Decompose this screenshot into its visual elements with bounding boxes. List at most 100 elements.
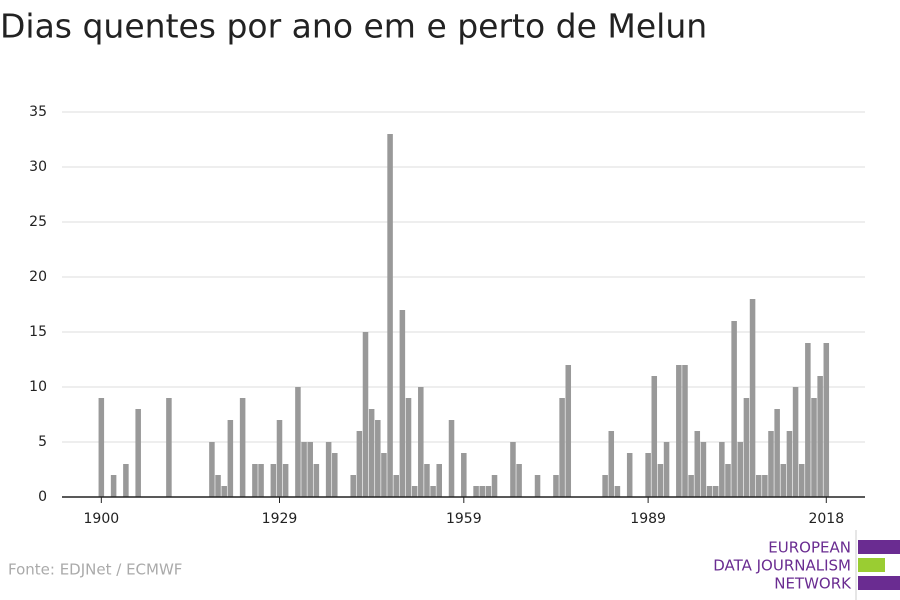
bar	[817, 376, 823, 497]
x-tick-label: 1959	[446, 511, 482, 527]
y-tick-label: 15	[29, 324, 47, 340]
bar	[227, 420, 234, 497]
bar	[110, 475, 117, 497]
bar	[762, 475, 768, 497]
bar	[694, 431, 701, 497]
bar	[534, 475, 541, 497]
bar	[350, 475, 356, 497]
bar	[424, 464, 430, 497]
bar	[282, 464, 289, 497]
bar	[448, 420, 455, 497]
bar	[731, 321, 737, 497]
logo-text: NETWORK	[774, 575, 852, 593]
bar	[688, 475, 694, 497]
bar	[381, 453, 387, 497]
bar	[626, 453, 633, 497]
bar	[645, 453, 651, 497]
bar	[313, 464, 320, 497]
bar	[411, 486, 418, 497]
bar	[166, 398, 172, 497]
y-tick-label: 5	[38, 434, 47, 450]
bar	[614, 486, 621, 497]
bar	[209, 442, 215, 497]
bar	[725, 464, 731, 497]
bar	[387, 134, 393, 497]
bar	[553, 475, 559, 497]
bar	[135, 409, 141, 497]
bar	[663, 442, 670, 497]
bar	[405, 398, 412, 497]
bar	[516, 464, 522, 497]
bar	[301, 442, 307, 497]
bar	[510, 442, 516, 497]
y-tick-label: 20	[29, 269, 47, 285]
bar	[792, 387, 799, 497]
bar	[682, 365, 688, 497]
bar	[805, 343, 811, 497]
bar	[368, 409, 375, 497]
bar	[700, 442, 707, 497]
bar	[737, 442, 744, 497]
logo-bar	[858, 558, 885, 572]
y-tick-label: 10	[29, 379, 47, 395]
y-tick-label: 0	[38, 489, 47, 505]
x-tick-label: 2018	[808, 511, 844, 527]
source: Fonte: EDJNet / ECMWF	[8, 561, 182, 579]
bar	[325, 442, 332, 497]
bar	[712, 486, 719, 497]
bar	[399, 310, 406, 497]
bar	[786, 431, 793, 497]
bar	[270, 464, 277, 497]
chart-title: Dias quentes por ano em e perto de Melun	[0, 7, 707, 46]
bar	[743, 398, 750, 497]
logo-text: DATA JOURNALISM	[713, 557, 851, 575]
bar	[252, 464, 258, 497]
bar	[559, 398, 565, 497]
bar	[823, 343, 830, 497]
bar	[239, 398, 246, 497]
y-tick-label: 25	[29, 214, 47, 230]
bar	[221, 486, 227, 497]
bar	[798, 464, 805, 497]
bar	[608, 431, 615, 497]
bar	[602, 475, 608, 497]
y-tick-label: 35	[29, 104, 47, 120]
bar	[780, 464, 787, 497]
bar	[332, 453, 338, 497]
bar	[657, 464, 664, 497]
logo-bar	[858, 576, 900, 590]
bar	[356, 431, 363, 497]
x-tick-label: 1989	[630, 511, 666, 527]
bar	[755, 475, 762, 497]
bar	[362, 332, 369, 497]
y-tick-label: 30	[29, 159, 47, 175]
logo-text: EUROPEAN	[768, 539, 851, 557]
logo-bar	[858, 540, 900, 554]
bar	[461, 453, 467, 497]
bar	[676, 365, 682, 497]
bar	[258, 464, 264, 497]
bar	[123, 464, 129, 497]
bar	[276, 420, 283, 497]
x-tick-label: 1900	[84, 511, 120, 527]
bar	[430, 486, 436, 497]
bar	[719, 442, 725, 497]
bar	[485, 486, 492, 497]
x-tick-label: 1929	[262, 511, 298, 527]
bar	[479, 486, 486, 497]
bar	[768, 431, 774, 497]
bar	[565, 365, 572, 497]
bar	[774, 409, 780, 497]
bar	[295, 387, 301, 497]
bar	[491, 475, 498, 497]
bar	[749, 299, 756, 497]
bar	[307, 442, 313, 497]
bar	[473, 486, 479, 497]
bar	[651, 376, 658, 497]
bar	[375, 420, 381, 497]
bar	[436, 464, 442, 497]
bar	[215, 475, 221, 497]
bar	[811, 398, 817, 497]
bar	[706, 486, 713, 497]
